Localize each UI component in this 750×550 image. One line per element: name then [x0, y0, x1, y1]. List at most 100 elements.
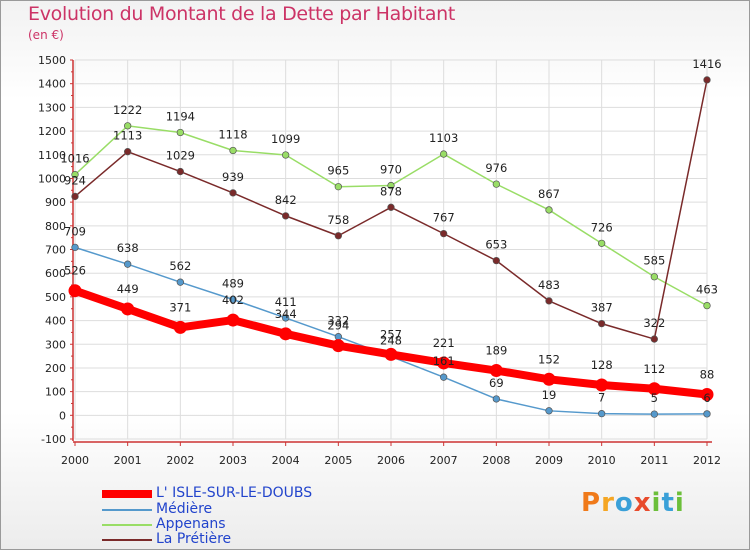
- x-tick-label: 2010: [588, 454, 616, 467]
- data-point: [176, 167, 184, 176]
- data-point: [703, 410, 711, 418]
- data-point: [492, 395, 500, 403]
- data-label: 411: [275, 295, 297, 309]
- y-tick-label: 1400: [38, 78, 66, 91]
- data-label: 1099: [271, 132, 300, 146]
- data-label: 653: [485, 238, 507, 252]
- data-label: 294: [327, 319, 349, 333]
- data-point: [384, 347, 398, 361]
- y-tick-label: 900: [45, 196, 66, 209]
- data-label: 767: [433, 211, 455, 225]
- data-label: 1416: [692, 57, 721, 71]
- data-point: [703, 76, 711, 84]
- x-tick-label: 2003: [219, 454, 247, 467]
- data-point: [124, 122, 132, 130]
- data-point: [545, 206, 553, 214]
- data-label: 248: [380, 334, 402, 348]
- data-label: 322: [643, 316, 665, 330]
- data-point: [334, 333, 342, 341]
- y-tick-label: 700: [45, 244, 66, 257]
- data-point: [598, 410, 606, 418]
- series-layer: [68, 76, 714, 418]
- data-label: 19: [542, 388, 557, 402]
- legend-swatch: [102, 509, 152, 511]
- data-label: 7: [598, 391, 605, 405]
- legend-item-isle: L' ISLE-SUR-LE-DOUBS: [102, 485, 402, 501]
- logo-letter: r: [601, 488, 615, 518]
- data-label: 6: [703, 391, 710, 405]
- legend-label: Appenans: [156, 516, 226, 532]
- legend-label: La Prétière: [156, 531, 232, 547]
- logo-letter: i: [651, 488, 662, 518]
- data-point: [598, 319, 606, 328]
- legend-swatch: [102, 539, 152, 541]
- data-point: [492, 180, 500, 188]
- proxiti-logo: Proxiti: [581, 488, 685, 518]
- data-label: 1016: [60, 152, 89, 166]
- data-point: [650, 335, 658, 343]
- data-label: 924: [64, 173, 86, 187]
- data-label: 1029: [166, 149, 195, 163]
- data-point: [650, 273, 658, 281]
- data-label: 489: [222, 276, 244, 290]
- data-label: 638: [117, 241, 139, 255]
- data-label: 939: [222, 170, 244, 184]
- data-label: 387: [591, 301, 613, 315]
- y-tick-label: 200: [45, 362, 66, 375]
- y-tick-label: 100: [45, 386, 66, 399]
- x-tick-label: 2004: [272, 454, 300, 467]
- data-label: 1113: [113, 129, 142, 143]
- y-tick-label: 800: [45, 220, 66, 233]
- data-label: 463: [696, 283, 718, 297]
- data-point: [334, 232, 342, 240]
- data-label: 867: [538, 187, 560, 201]
- data-point: [387, 181, 395, 190]
- y-tick-label: 400: [45, 315, 66, 328]
- data-point: [71, 192, 79, 201]
- data-label: 758: [327, 213, 349, 227]
- y-tick-label: 1300: [38, 101, 66, 114]
- data-label: 161: [433, 354, 455, 368]
- data-label: 449: [117, 282, 139, 296]
- data-point: [545, 407, 553, 415]
- data-label: 585: [643, 254, 665, 268]
- chart-title: Evolution du Montant de la Dette par Hab…: [28, 3, 456, 25]
- data-label: 112: [643, 362, 665, 376]
- legend-label: Médière: [156, 501, 213, 517]
- logo-letter: i: [674, 488, 685, 518]
- data-point: [279, 327, 293, 341]
- data-label: 726: [591, 220, 613, 234]
- data-point: [492, 256, 500, 265]
- data-point: [700, 387, 714, 401]
- data-point: [68, 284, 82, 298]
- y-tick-label: 300: [45, 338, 66, 351]
- y-tick-label: -100: [41, 433, 66, 446]
- data-point: [647, 382, 661, 396]
- axes: -100 0 100 200 300 400 500 600 700 800 900 1000 1100…: [38, 54, 721, 467]
- data-label: 221: [433, 336, 455, 350]
- x-tick-label: 2007: [430, 454, 458, 467]
- legend-item-appenans: Appenans: [102, 516, 402, 532]
- logo-letter: P: [581, 488, 602, 518]
- legend-swatch: [102, 490, 152, 498]
- y-tick-label: 600: [45, 267, 66, 280]
- data-point: [226, 313, 240, 327]
- data-point: [282, 151, 290, 159]
- data-point: [650, 410, 658, 418]
- data-point: [124, 148, 132, 156]
- data-label: 257: [380, 327, 402, 341]
- legend-item-pretiere: La Prétière: [102, 531, 402, 547]
- data-label: 152: [538, 352, 560, 366]
- x-tick-label: 2009: [535, 454, 563, 467]
- data-point: [545, 297, 553, 305]
- data-label: 965: [327, 164, 349, 178]
- data-label: 371: [169, 300, 191, 314]
- data-point: [440, 229, 448, 238]
- y-tick-label: 0: [59, 409, 66, 422]
- data-point: [331, 339, 345, 353]
- legend-swatch: [102, 524, 152, 526]
- x-tick-label: 2002: [166, 454, 194, 467]
- y-tick-label: 1500: [38, 54, 66, 67]
- data-point: [121, 302, 135, 316]
